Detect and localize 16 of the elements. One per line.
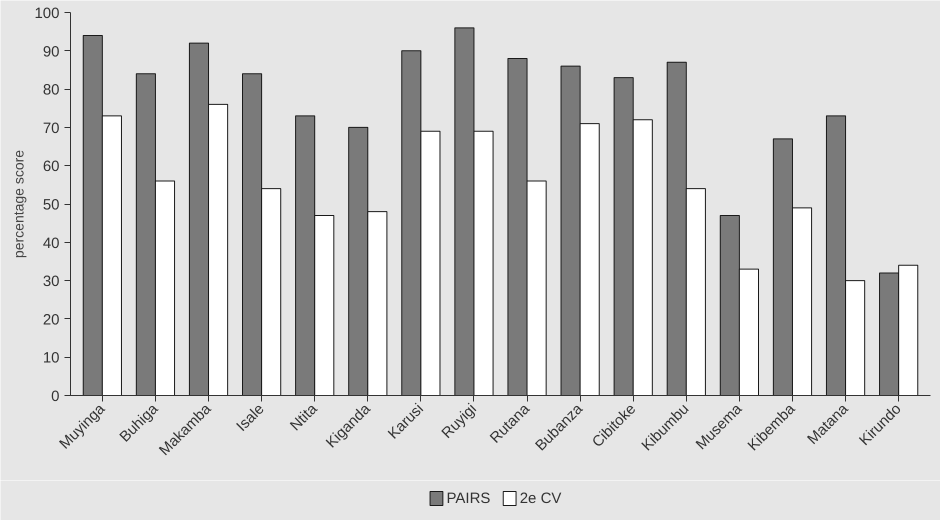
- y-tick-label: 90: [42, 43, 60, 60]
- y-tick-label: 40: [42, 234, 60, 252]
- x-tick-label: Ntita: [286, 400, 322, 434]
- y-tick-label: 70: [42, 120, 60, 137]
- y-tick-label: 60: [42, 158, 60, 176]
- y-tick-label: 100: [34, 5, 60, 22]
- x-tick-label: Isale: [233, 400, 268, 435]
- legend-label: 2e CV: [520, 490, 562, 507]
- legend-label: PAIRS: [446, 490, 490, 507]
- y-tick-label: 10: [42, 350, 60, 367]
- y-tick-label: 30: [42, 273, 60, 290]
- y-tick-label: 20: [42, 311, 60, 328]
- y-axis-title: percentage score: [10, 150, 26, 258]
- y-tick-label: 80: [42, 82, 60, 99]
- y-tick-label: 0: [51, 388, 60, 405]
- y-tick-label: 50: [42, 196, 60, 214]
